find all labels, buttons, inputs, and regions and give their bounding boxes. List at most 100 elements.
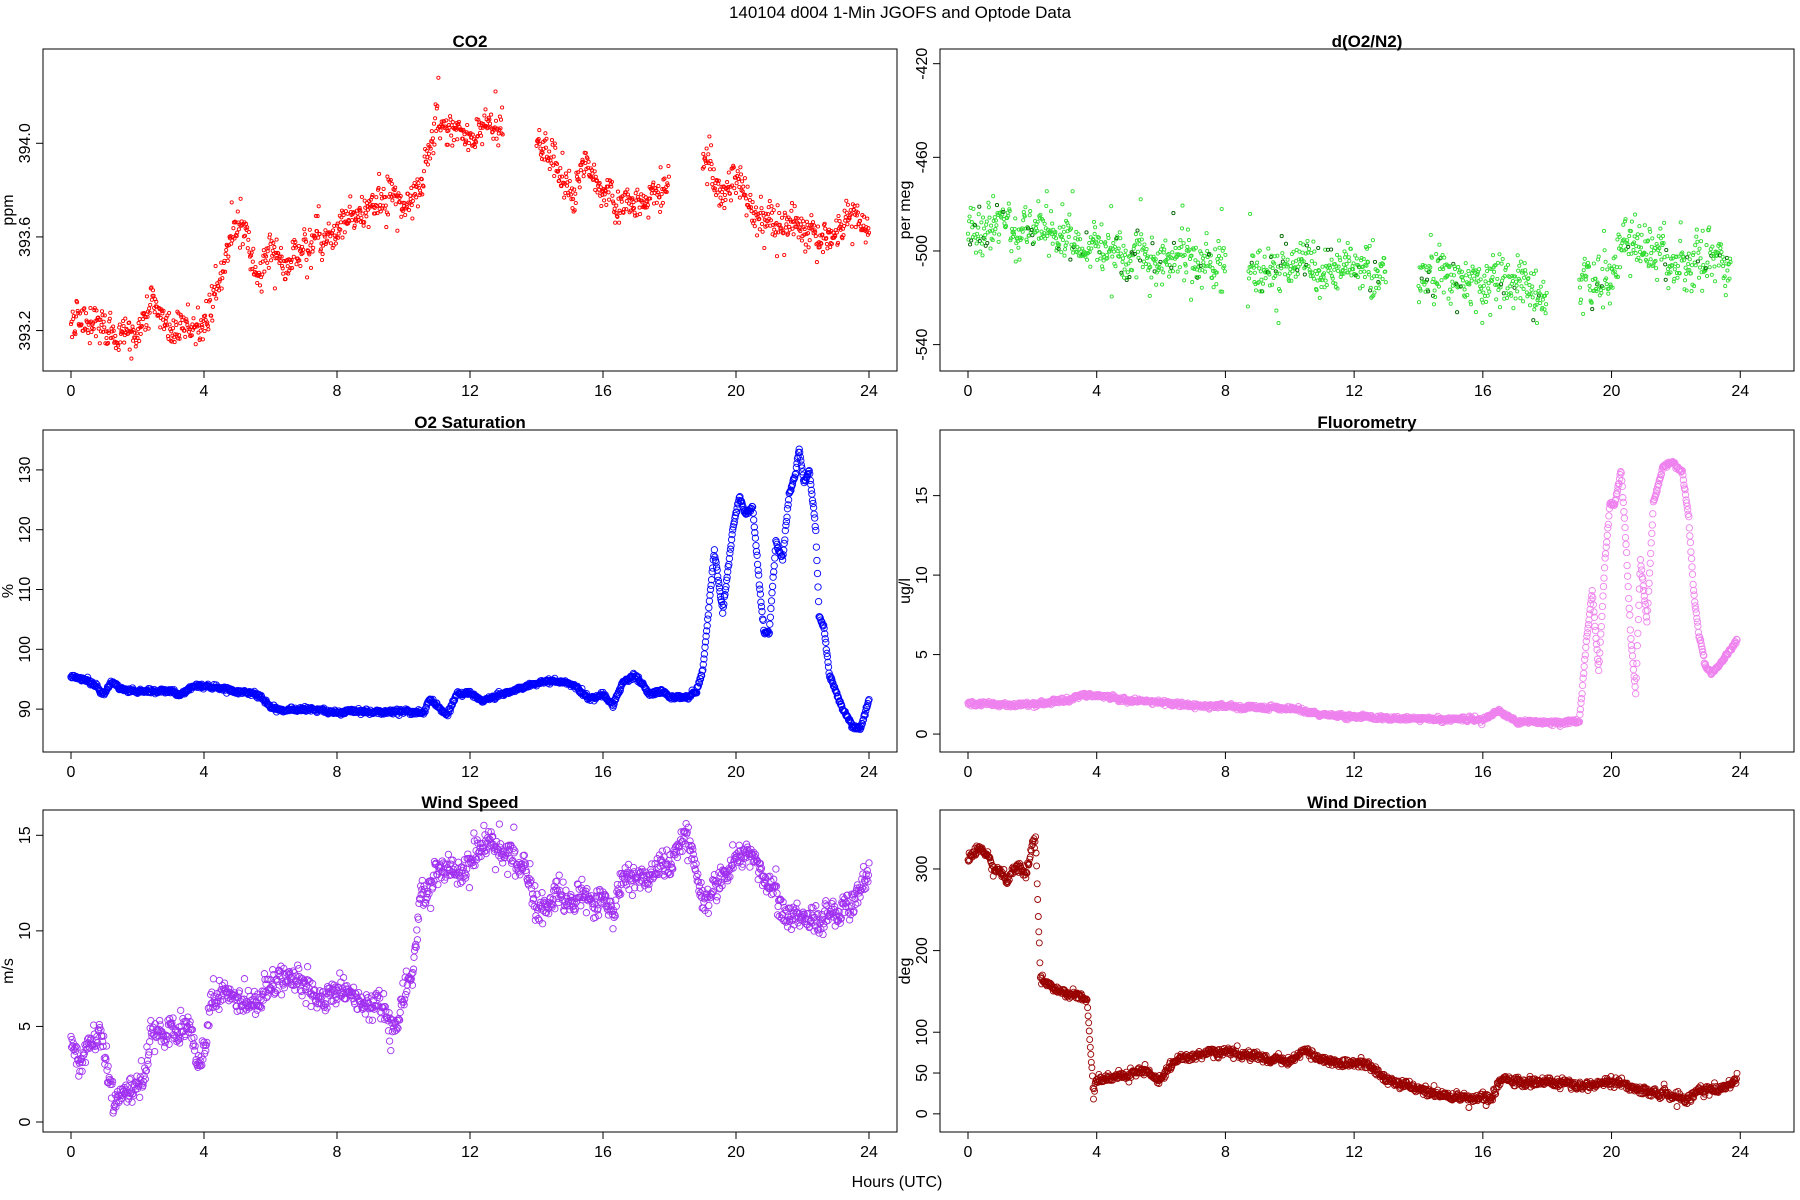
data-point [1118, 236, 1123, 241]
figure-title: 140104 d004 1-Min JGOFS and Optode Data [729, 3, 1072, 22]
data-point [1109, 294, 1114, 299]
data-point [655, 190, 660, 195]
data-point [590, 171, 595, 176]
data-point [993, 218, 998, 223]
data-point [1297, 262, 1303, 267]
data-point [1202, 269, 1208, 274]
data-point [1660, 234, 1666, 239]
data-point [1693, 263, 1698, 268]
data-point [404, 204, 409, 209]
data-point [1366, 270, 1371, 275]
data-point [1636, 255, 1641, 260]
data-point [1186, 238, 1192, 243]
data-point [451, 138, 456, 143]
x-tick-label: 8 [333, 764, 342, 781]
data-point [779, 215, 785, 220]
data-point [824, 236, 829, 241]
data-point [238, 196, 243, 201]
data-point [1012, 232, 1017, 237]
data-point [1517, 263, 1522, 268]
data-point [1171, 211, 1176, 216]
data-point [124, 328, 130, 333]
data-point [1606, 286, 1611, 291]
data-point [1220, 289, 1225, 294]
data-point [1182, 252, 1187, 258]
data-point [403, 212, 408, 218]
data-point [1636, 244, 1641, 249]
data-point [428, 146, 433, 151]
data-point [399, 214, 404, 219]
data-point [144, 323, 149, 328]
data-point [807, 238, 812, 243]
data-point [665, 181, 670, 186]
data-point [393, 185, 398, 190]
data-point [1691, 252, 1696, 258]
data-point [1222, 264, 1227, 269]
data-point [577, 185, 582, 190]
data-point [1661, 241, 1666, 246]
data-point [190, 322, 195, 327]
data-point [781, 230, 786, 235]
data-point [568, 192, 573, 197]
data-point [185, 302, 190, 307]
data-point [813, 569, 822, 578]
data-point [651, 180, 656, 185]
data-point [1148, 264, 1153, 270]
data-point [773, 230, 778, 235]
data-point [973, 250, 979, 255]
data-point [285, 264, 290, 269]
data-point [861, 214, 867, 219]
x-tick-label: 12 [461, 764, 479, 781]
data-point [1043, 236, 1048, 241]
data-point [1319, 284, 1324, 290]
data-point [736, 177, 741, 182]
data-point [1279, 234, 1284, 239]
data-point [1343, 266, 1348, 271]
data-point [1144, 247, 1149, 252]
data-point [980, 215, 986, 220]
data-point [706, 152, 711, 157]
data-point [666, 174, 671, 179]
data-point [496, 143, 501, 148]
data-point [771, 222, 776, 228]
data-point [77, 311, 82, 316]
data-point [643, 205, 648, 210]
data-point [1644, 252, 1649, 257]
data-point [580, 157, 585, 162]
data-point [219, 286, 224, 291]
data-point [156, 313, 161, 318]
data-point [1341, 271, 1346, 276]
data-point [1519, 284, 1524, 289]
data-point [664, 189, 669, 195]
data-point [1448, 301, 1453, 306]
data-point [1676, 254, 1681, 259]
data-point [767, 604, 775, 613]
data-point [1451, 273, 1456, 278]
data-point [803, 242, 808, 247]
data-point [1156, 268, 1161, 273]
data-point [323, 228, 328, 233]
data-point [1665, 266, 1670, 272]
data-point [415, 204, 420, 209]
data-point [1204, 231, 1209, 236]
data-point [567, 178, 572, 184]
data-point [1253, 282, 1258, 287]
data-point [834, 230, 839, 235]
data-point [1662, 220, 1667, 225]
data-point [815, 224, 821, 229]
data-point [1272, 254, 1277, 259]
data-point [1481, 283, 1486, 288]
data-point [1290, 260, 1296, 265]
data-point [444, 118, 449, 123]
data-point [1260, 281, 1266, 286]
data-point [1270, 266, 1275, 271]
data-point [98, 317, 103, 322]
data-point [633, 191, 638, 196]
data-point [573, 200, 578, 206]
data-point [546, 158, 551, 163]
data-point [207, 292, 212, 297]
data-point [784, 222, 789, 227]
data-point [1197, 274, 1202, 279]
data-point [659, 203, 664, 208]
